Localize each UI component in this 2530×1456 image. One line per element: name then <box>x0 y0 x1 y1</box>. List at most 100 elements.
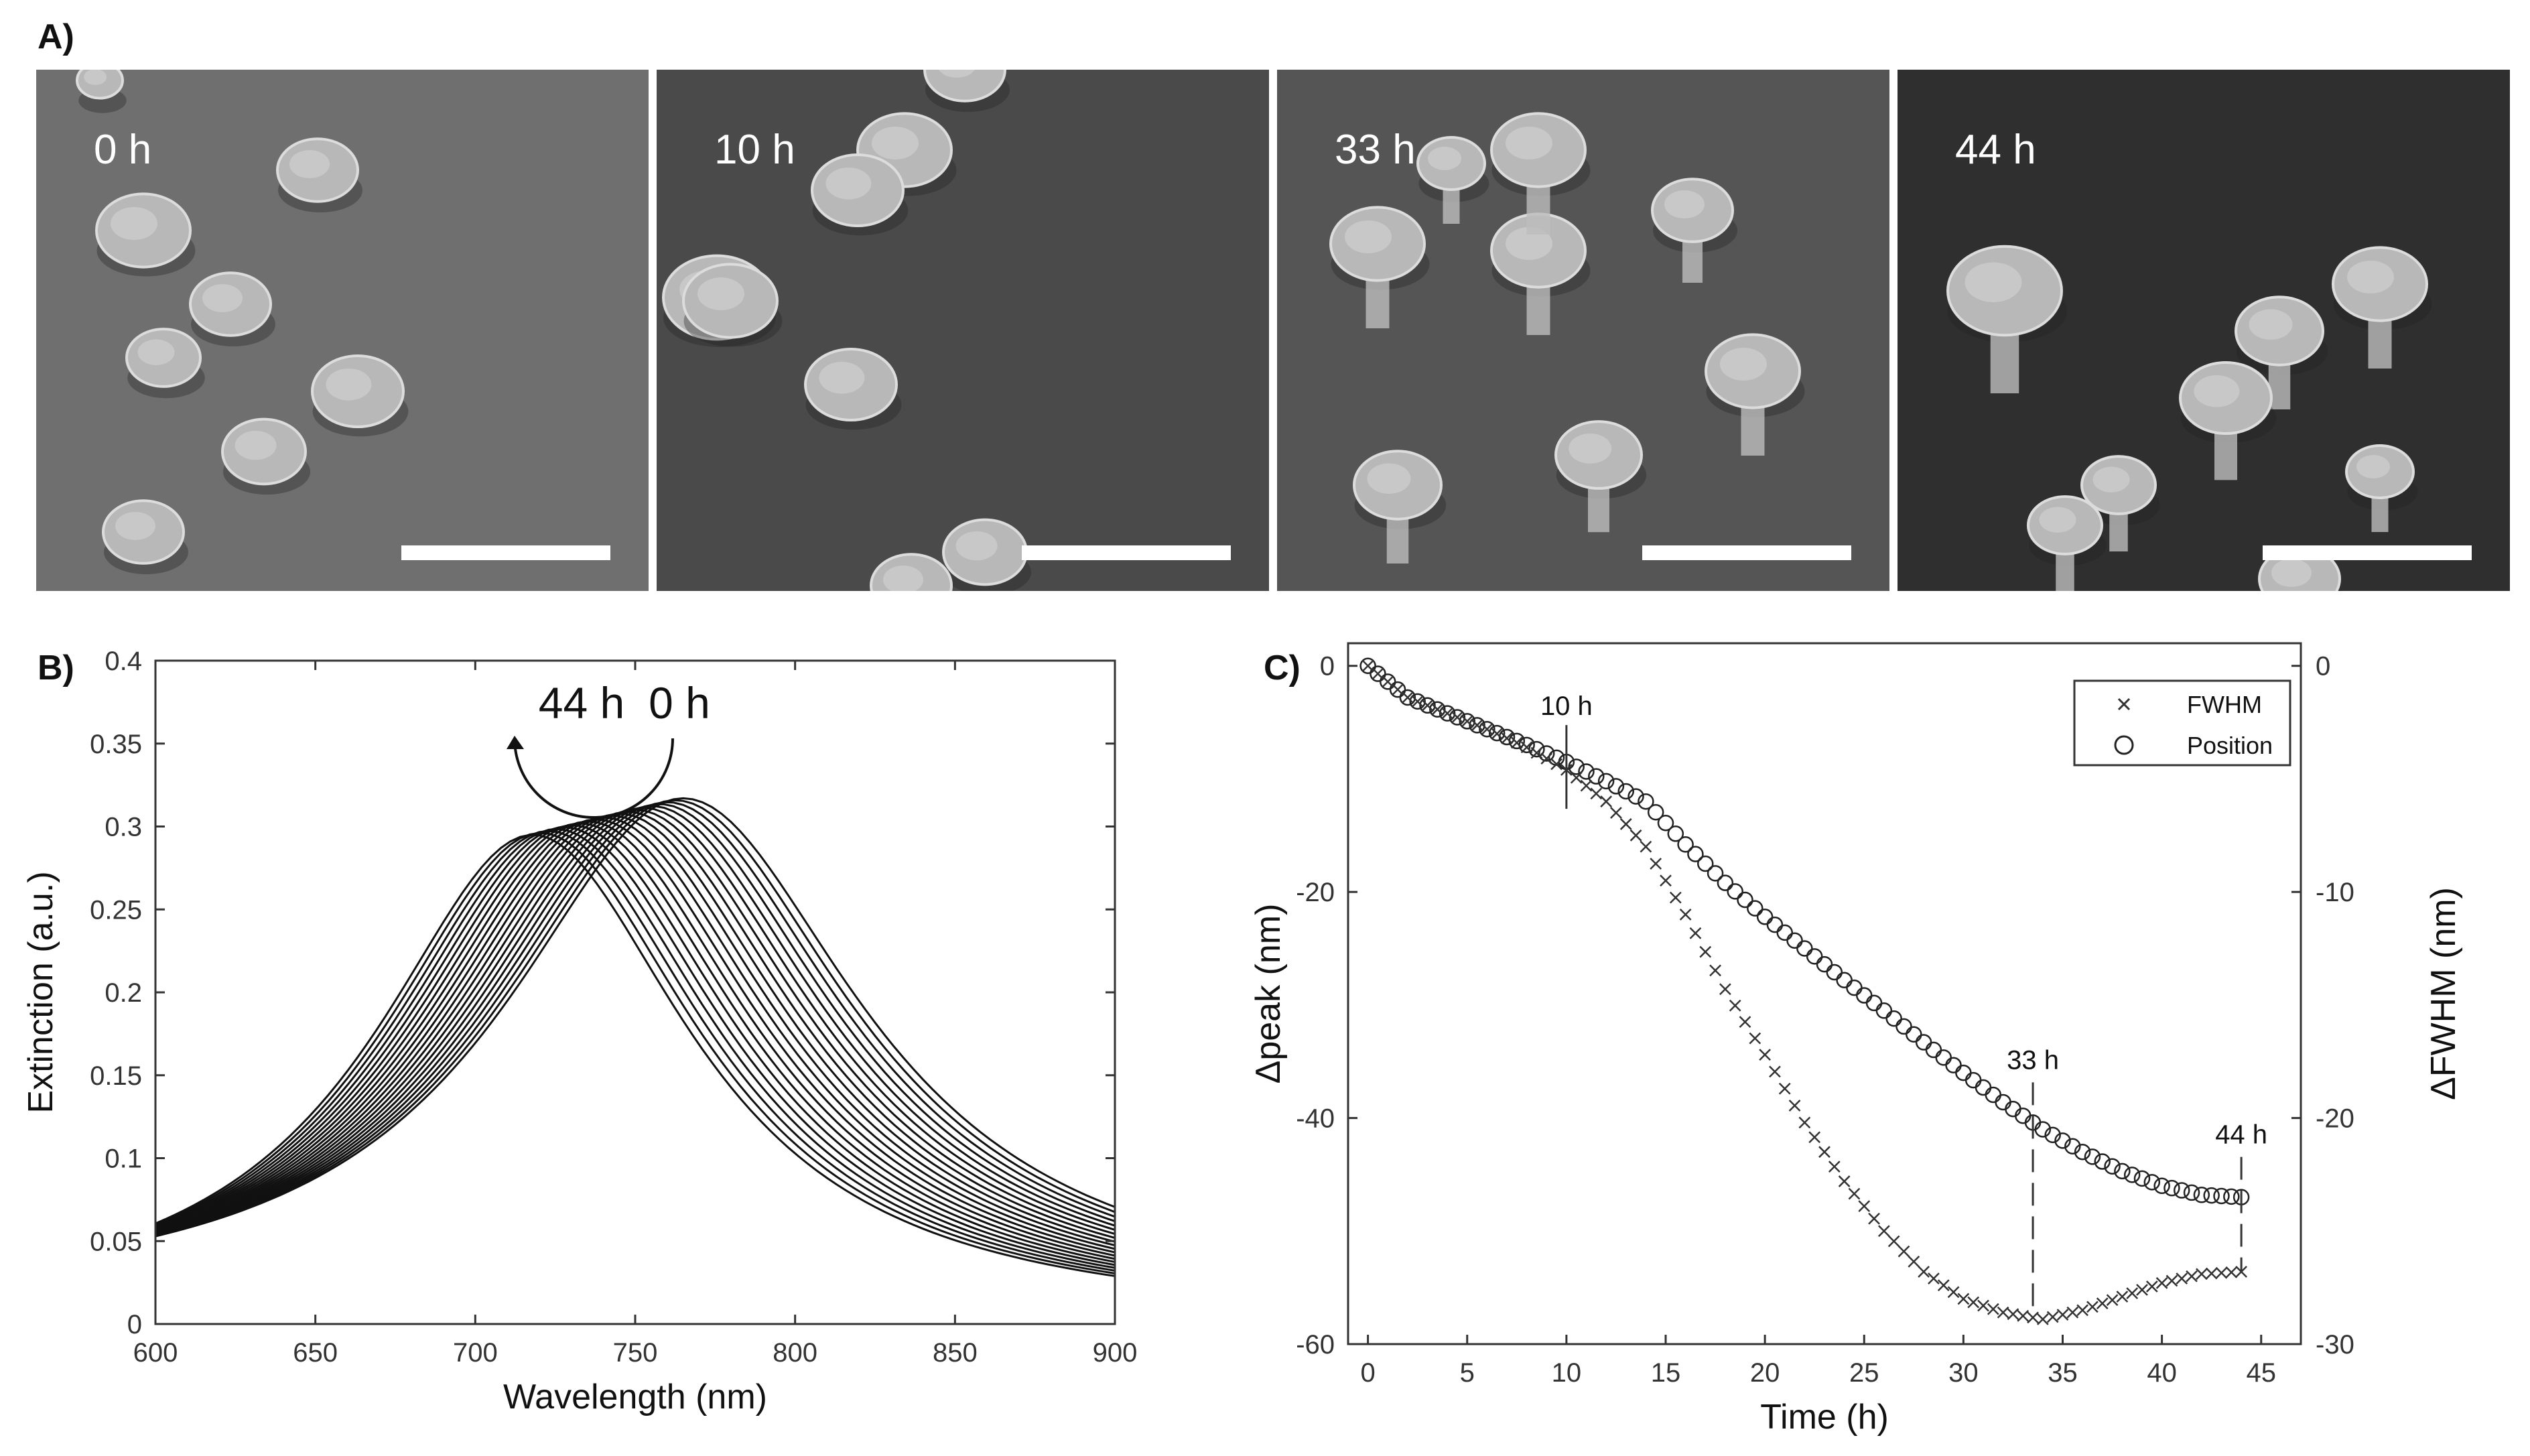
sem-highlight <box>2347 261 2394 293</box>
position-point <box>1925 1041 1942 1059</box>
fwhm-point <box>2215 1266 2228 1279</box>
sem-time-label: 10 h <box>714 127 795 173</box>
fwhm-point <box>1947 1286 1960 1299</box>
position-point <box>1945 1057 1962 1073</box>
y-axis-label: Extinction (a.u.) <box>21 871 60 1113</box>
marker-label-0: 10 h <box>1540 691 1593 721</box>
x-tick-label: 35 <box>2048 1358 2078 1388</box>
y-right-tick-label: -10 <box>2316 878 2354 907</box>
sem-highlight <box>1664 190 1705 218</box>
fwhm-point <box>1372 667 1384 680</box>
sem-highlight <box>883 566 923 591</box>
annotation-0h: 0 h <box>649 678 710 728</box>
sem-highlight <box>111 207 157 240</box>
x-tick-label: 25 <box>1849 1358 1879 1388</box>
sem-highlight <box>1720 348 1767 381</box>
fwhm-point <box>1798 1116 1811 1129</box>
y-left-axis-label: Δpeak (nm) <box>1249 904 1288 1084</box>
y-right-tick-label: 0 <box>2316 652 2330 681</box>
sem-time-label: 44 h <box>1955 127 2036 173</box>
fwhm-point <box>1739 1016 1751 1029</box>
fwhm-point <box>2096 1297 2109 1310</box>
position-point <box>1756 909 1774 925</box>
position-point <box>1776 924 1793 941</box>
spectra-curves <box>155 797 1115 1277</box>
y-left-tick-label: -20 <box>1296 878 1335 907</box>
position-point <box>1717 874 1734 891</box>
fwhm-point <box>1997 1306 2009 1319</box>
fwhm-point <box>1441 707 1454 720</box>
fwhm-point <box>1759 1049 1772 1061</box>
position-point <box>1885 1010 1902 1027</box>
sem-highlight <box>1428 147 1461 170</box>
fwhm-point <box>2155 1277 2168 1289</box>
fwhm-point <box>2066 1306 2079 1319</box>
sem-image-row: 0 h 10 h 33 h 44 h <box>36 70 2510 591</box>
fwhm-point <box>1928 1272 1940 1285</box>
sem-highlight <box>2271 559 2312 587</box>
fwhm-point <box>2145 1280 2158 1293</box>
fwhm-point <box>1510 736 1523 749</box>
y-right-axis-label: ΔFWHM (nm) <box>2424 887 2463 1100</box>
fwhm-point <box>1908 1255 1920 1268</box>
spectrum-line-12 <box>155 820 1115 1257</box>
scale-bar <box>1642 545 1851 560</box>
x-tick-label: 5 <box>1460 1358 1475 1388</box>
position-point <box>1399 689 1416 706</box>
position-point <box>1370 665 1386 682</box>
spectrum-line-8 <box>155 813 1115 1243</box>
sem-highlight <box>1569 434 1612 464</box>
position-point <box>1906 1026 1922 1043</box>
sem-highlight <box>819 362 865 394</box>
position-point <box>1578 763 1595 780</box>
panel-b-letter: B) <box>38 649 74 687</box>
spectra-chart: 600 650 700 750 800 850 900 0 0.05 0.1 0.15 0.2 0.25… <box>21 647 1137 1416</box>
y-tick-label: 0.15 <box>90 1061 142 1091</box>
spectrum-line-6 <box>155 809 1115 1236</box>
position-point <box>1816 955 1833 973</box>
sem-highlight <box>235 431 277 460</box>
fwhm-point <box>1401 691 1414 704</box>
position-point <box>1975 1079 1992 1096</box>
position-point <box>1707 865 1724 882</box>
sem-highlight <box>1345 220 1392 253</box>
sem-highlight <box>2092 466 2130 492</box>
fwhm-point <box>2106 1294 2119 1307</box>
fwhm-point <box>2195 1268 2208 1280</box>
position-point <box>1935 1049 1952 1066</box>
fwhm-point <box>1461 715 1473 728</box>
fwhm-point <box>1629 829 1642 842</box>
position-point <box>1617 783 1634 800</box>
sem-highlight <box>2194 375 2240 407</box>
series-position <box>1359 657 2250 1205</box>
position-point <box>1737 891 1753 909</box>
position-point <box>2193 1187 2210 1203</box>
sem-image-0: 0 h <box>36 70 649 591</box>
position-point <box>1380 673 1396 690</box>
position-point <box>1965 1071 1982 1089</box>
position-point <box>1638 793 1654 810</box>
position-point <box>1806 948 1823 965</box>
fwhm-point <box>1570 771 1583 784</box>
x-tick-label: 700 <box>453 1338 498 1368</box>
position-point <box>2034 1121 2052 1138</box>
sem-highlight <box>137 339 175 365</box>
fwhm-point <box>1868 1212 1880 1225</box>
position-point <box>1846 979 1863 996</box>
legend: FWHM Position <box>2073 679 2291 767</box>
time-arrow <box>513 738 674 819</box>
position-point <box>1697 855 1714 872</box>
fwhm-point <box>1937 1279 1950 1292</box>
panel-c-letter: C) <box>1264 649 1301 687</box>
fwhm-point <box>1392 683 1404 696</box>
position-point <box>2203 1187 2220 1204</box>
annotation-44h: 44 h <box>539 678 624 728</box>
position-point <box>2174 1182 2190 1199</box>
fwhm-point <box>2076 1304 2089 1317</box>
fwhm-point <box>1778 1082 1791 1095</box>
sem-highlight <box>2039 507 2076 533</box>
spectrum-line-7 <box>155 811 1115 1239</box>
position-point <box>2163 1179 2180 1197</box>
x-tick-label: 10 <box>1552 1358 1582 1388</box>
fwhm-point <box>1421 699 1434 712</box>
